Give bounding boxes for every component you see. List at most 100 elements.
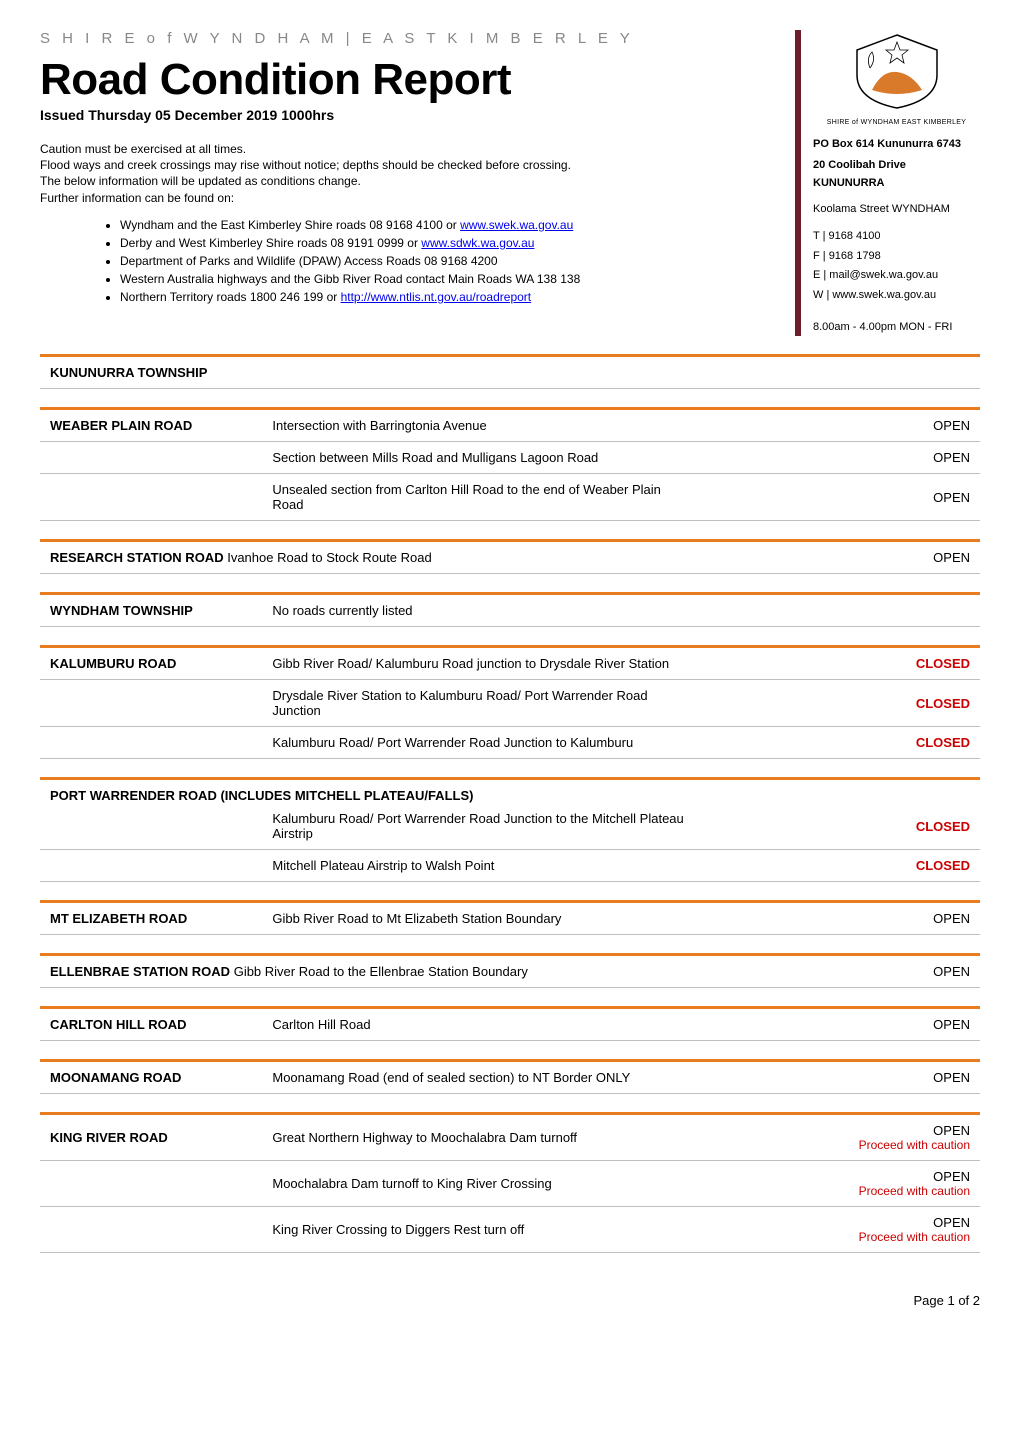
road-desc: Carlton Hill Road [262,1008,697,1041]
page-header: S H I R E o f W Y N D H A M | E A S T K … [40,30,980,336]
caution-line: Flood ways and creek crossings may rise … [40,157,795,173]
road-status: OPEN [697,1008,980,1041]
road-desc: Moonamang Road (end of sealed section) t… [262,1061,697,1094]
road-desc: Mitchell Plateau Airstrip to Walsh Point [262,850,697,882]
info-link[interactable]: http://www.ntlis.nt.gov.au/roadreport [341,290,532,304]
road-row: PORT WARRENDER ROAD (INCLUDES MITCHELL P… [40,779,980,804]
info-text: Department of Parks and Wildlife (DPAW) … [120,254,498,268]
road-desc: Kalumburu Road/ Port Warrender Road Junc… [262,727,697,759]
road-row: MOONAMANG ROAD Moonamang Road (end of se… [40,1061,980,1094]
road-name: MOONAMANG ROAD [40,1061,262,1094]
empty-cell [40,727,262,759]
info-text: Western Australia highways and the Gibb … [120,272,580,286]
road-section: KALUMBURU ROAD Gibb River Road/ Kalumbur… [40,645,980,759]
road-section: MOONAMANG ROAD Moonamang Road (end of se… [40,1059,980,1094]
road-desc: Gibb River Road/ Kalumburu Road junction… [262,647,697,680]
road-section: KING RIVER ROAD Great Northern Highway t… [40,1112,980,1253]
info-item: Department of Parks and Wildlife (DPAW) … [120,252,795,270]
opening-hours: 8.00am - 4.00pm MON - FRI [813,319,980,337]
road-status: OPEN [697,474,980,521]
road-row: ELLENBRAE STATION ROAD Gibb River Road t… [40,955,980,988]
caution-line: Further information can be found on: [40,190,795,206]
township-heading: KUNUNURRA TOWNSHIP [40,356,952,389]
page-footer: Page 1 of 2 [40,1293,980,1308]
road-name: KALUMBURU ROAD [40,647,262,680]
road-status-block: OPEN Proceed with caution [697,1161,980,1207]
website: W | www.swek.wa.gov.au [813,287,980,305]
road-status: OPEN [700,541,980,574]
empty-cell [40,680,262,727]
road-status: CLOSED [697,647,980,680]
road-row: Section between Mills Road and Mulligans… [40,442,980,474]
caution-line: Caution must be exercised at all times. [40,141,795,157]
road-name: MT ELIZABETH ROAD [40,902,262,935]
empty-cell [40,1161,262,1207]
road-row: Kalumburu Road/ Port Warrender Road Junc… [40,727,980,759]
shire-crest-icon [842,30,952,110]
address-street-2: Koolama Street WYNDHAM [813,201,980,219]
info-text: Derby and West Kimberley Shire roads 08 … [120,236,421,250]
road-section: PORT WARRENDER ROAD (INCLUDES MITCHELL P… [40,777,980,882]
road-desc: King River Crossing to Diggers Rest turn… [262,1207,697,1253]
fax: F | 9168 1798 [813,248,980,266]
road-status: OPEN [697,902,980,935]
road-desc: Ivanhoe Road to Stock Route Road [227,550,432,565]
road-desc: Drysdale River Station to Kalumburu Road… [262,680,697,727]
info-link[interactable]: www.swek.wa.gov.au [460,218,573,232]
empty-cell [697,594,980,627]
empty-cell [40,1207,262,1253]
email: E | mail@swek.wa.gov.au [813,267,980,285]
road-section: WYNDHAM TOWNSHIP No roads currently list… [40,592,980,627]
road-status: OPEN [933,1169,970,1184]
road-row: Drysdale River Station to Kalumburu Road… [40,680,980,727]
road-desc: Kalumburu Road/ Port Warrender Road Junc… [262,803,697,850]
info-item: Western Australia highways and the Gibb … [120,270,795,288]
info-item: Northern Territory roads 1800 246 199 or… [120,288,795,306]
issued-line: Issued Thursday 05 December 2019 1000hrs [40,107,795,123]
caution-line: The below information will be updated as… [40,173,795,189]
info-item: Derby and West Kimberley Shire roads 08 … [120,234,795,252]
empty-cell [40,474,262,521]
empty-cell [40,850,262,882]
road-row: King River Crossing to Diggers Rest turn… [40,1207,980,1253]
road-status: OPEN [700,955,980,988]
road-name: KING RIVER ROAD [40,1114,262,1161]
telephone: T | 9168 4100 [813,228,980,246]
road-row: Unsealed section from Carlton Hill Road … [40,474,980,521]
road-name: WEABER PLAIN ROAD [40,409,262,442]
road-status: OPEN [697,442,980,474]
road-desc: Moochalabra Dam turnoff to King River Cr… [262,1161,697,1207]
address-street: 20 Coolibah Drive KUNUNURRA [813,157,980,192]
road-desc: Great Northern Highway to Moochalabra Da… [262,1114,697,1161]
road-row: CARLTON HILL ROAD Carlton Hill Road OPEN [40,1008,980,1041]
road-desc: Gibb River Road to the Ellenbrae Station… [234,964,528,979]
road-section: ELLENBRAE STATION ROAD Gibb River Road t… [40,953,980,988]
road-desc: Section between Mills Road and Mulligans… [262,442,697,474]
road-status: CLOSED [697,727,980,759]
road-status: OPEN [933,1123,970,1138]
road-status: CLOSED [697,680,980,727]
road-status-note: Proceed with caution [707,1184,970,1198]
address-po: PO Box 614 Kununurra 6743 [813,136,980,154]
info-link[interactable]: www.sdwk.wa.gov.au [421,236,534,250]
road-section: MT ELIZABETH ROAD Gibb River Road to Mt … [40,900,980,935]
road-desc: Gibb River Road to Mt Elizabeth Station … [262,902,697,935]
road-section: CARLTON HILL ROAD Carlton Hill Road OPEN [40,1006,980,1041]
road-row: Kalumburu Road/ Port Warrender Road Junc… [40,803,980,850]
shire-logo: SHIRE of WYNDHAM EAST KIMBERLEY [813,30,980,128]
road-status: OPEN [697,409,980,442]
contact-sidebar: SHIRE of WYNDHAM EAST KIMBERLEY PO Box 6… [795,30,980,336]
road-section: WEABER PLAIN ROAD Intersection with Barr… [40,407,980,521]
road-status: OPEN [697,1061,980,1094]
road-row: RESEARCH STATION ROAD Ivanhoe Road to St… [40,541,980,574]
road-name-desc: ELLENBRAE STATION ROAD Gibb River Road t… [40,955,700,988]
header-left: S H I R E o f W Y N D H A M | E A S T K … [40,30,795,306]
info-item: Wyndham and the East Kimberley Shire roa… [120,216,795,234]
report-title: Road Condition Report [40,55,795,105]
road-section: RESEARCH STATION ROAD Ivanhoe Road to St… [40,539,980,574]
road-status-block: OPEN Proceed with caution [697,1207,980,1253]
road-desc: Unsealed section from Carlton Hill Road … [262,474,697,521]
road-condition-table: KUNUNURRA TOWNSHIP [40,354,980,389]
road-row: Mitchell Plateau Airstrip to Walsh Point… [40,850,980,882]
township-heading-row: KUNUNURRA TOWNSHIP [40,356,980,389]
